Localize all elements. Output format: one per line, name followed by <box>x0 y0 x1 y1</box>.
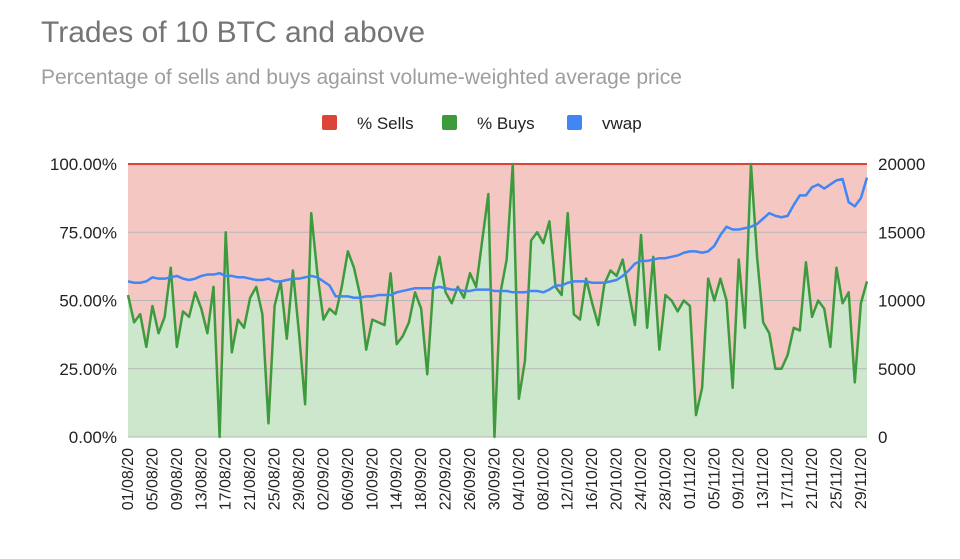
x-tick-label: 25/11/20 <box>828 448 845 509</box>
x-tick-label: 24/10/20 <box>633 448 650 510</box>
x-tick-label: 21/11/20 <box>804 448 821 509</box>
x-tick-label: 14/09/20 <box>389 448 406 510</box>
x-tick-label: 05/11/20 <box>706 448 723 509</box>
x-tick-label: 05/08/20 <box>144 448 161 510</box>
x-tick-label: 22/09/20 <box>438 448 455 510</box>
y-right-tick-label: 15000 <box>878 223 925 242</box>
y-right-tick-label: 0 <box>878 428 887 447</box>
chart-subtitle: Percentage of sells and buys against vol… <box>41 66 682 89</box>
x-tick-label: 17/08/20 <box>218 448 235 510</box>
x-tick-label: 16/10/20 <box>584 448 601 510</box>
legend-label-vwap: vwap <box>602 114 642 133</box>
x-tick-label: 09/11/20 <box>731 448 748 509</box>
x-tick-label: 02/09/20 <box>315 448 332 510</box>
y-left-tick-label: 25.00% <box>59 360 117 379</box>
y-left-tick-label: 75.00% <box>59 223 117 242</box>
x-tick-label: 17/11/20 <box>780 448 797 509</box>
x-tick-label: 08/10/20 <box>535 448 552 510</box>
x-tick-label: 01/08/20 <box>120 448 137 510</box>
x-tick-label: 21/08/20 <box>242 448 259 510</box>
x-tick-label: 30/09/20 <box>486 448 503 510</box>
legend-label-sells: % Sells <box>357 114 414 133</box>
legend-label-buys: % Buys <box>477 114 535 133</box>
vwap-line <box>127 177 869 300</box>
y-left-tick-label: 0.00% <box>69 428 117 447</box>
x-tick-label: 13/11/20 <box>755 448 772 509</box>
x-tick-label: 13/08/20 <box>193 448 210 510</box>
x-tick-label: 04/10/20 <box>511 448 528 510</box>
legend-swatch-buys <box>442 115 457 130</box>
x-tick-label: 20/10/20 <box>609 448 626 510</box>
x-tick-label: 09/08/20 <box>169 448 186 510</box>
y-left-tick-label: 50.00% <box>59 292 117 311</box>
x-tick-label: 25/08/20 <box>267 448 284 510</box>
x-tick-label: 12/10/20 <box>560 448 577 510</box>
x-tick-label: 18/09/20 <box>413 448 430 510</box>
legend-swatch-sells <box>322 115 337 130</box>
x-tick-label: 28/10/20 <box>657 448 674 510</box>
x-tick-label: 29/11/20 <box>853 448 870 509</box>
x-tick-label: 01/11/20 <box>682 448 699 509</box>
x-tick-label: 10/09/20 <box>364 448 381 510</box>
y-right-tick-label: 20000 <box>878 155 925 174</box>
x-tick-label: 29/08/20 <box>291 448 308 510</box>
x-tick-label: 26/09/20 <box>462 448 479 510</box>
legend-swatch-vwap <box>567 115 582 130</box>
legend: % Sells % Buys vwap <box>322 114 642 133</box>
y-left-tick-label: 100.00% <box>50 155 117 174</box>
y-right-tick-label: 10000 <box>878 292 925 311</box>
buys-line <box>126 162 869 439</box>
x-tick-label: 06/09/20 <box>340 448 357 510</box>
y-right-tick-label: 5000 <box>878 360 916 379</box>
chart-title: Trades of 10 BTC and above <box>41 16 426 49</box>
